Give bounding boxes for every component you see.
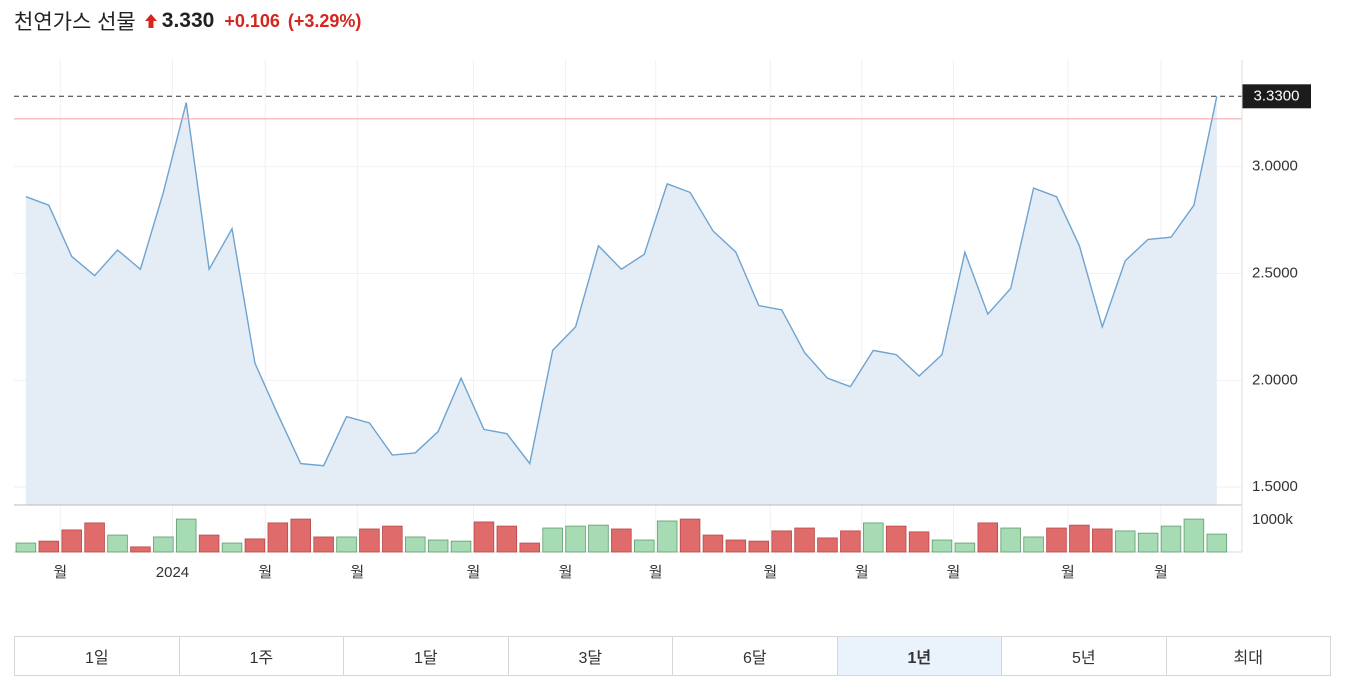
volume-bar xyxy=(977,522,999,553)
volume-bar xyxy=(954,542,976,553)
volume-bar xyxy=(404,536,426,553)
last-value-box xyxy=(1242,84,1311,109)
volume-bar xyxy=(817,537,838,553)
volume-bar xyxy=(427,539,449,553)
volume-bar xyxy=(313,536,334,553)
volume-bar xyxy=(1160,525,1182,553)
volume-bar xyxy=(267,522,289,553)
x-tick-label: 월 xyxy=(763,564,777,581)
volume-bar xyxy=(588,524,609,553)
volume-bar xyxy=(84,522,105,553)
volume-bar xyxy=(1092,528,1113,553)
x-tick-label: 월 xyxy=(855,564,869,581)
volume-bar xyxy=(634,539,655,553)
price-change: +0.106 xyxy=(224,10,280,31)
volume-bar xyxy=(153,536,174,553)
x-tick-label: 2024 xyxy=(156,564,189,581)
volume-bar xyxy=(15,542,37,553)
volume-bar xyxy=(565,525,586,553)
x-tick-label: 월 xyxy=(258,564,272,581)
period-button[interactable]: 3달 xyxy=(509,637,673,675)
volume-bar xyxy=(542,527,563,553)
volume-bar xyxy=(702,534,724,553)
period-button[interactable]: 1년 xyxy=(837,637,1002,675)
x-tick-label: 월 xyxy=(53,564,67,581)
x-tick-label: 월 xyxy=(947,564,961,581)
volume-bar xyxy=(175,518,197,553)
y-tick-label: 1.5000 xyxy=(1252,478,1298,495)
volume-bar xyxy=(908,531,930,553)
period-button[interactable]: 1달 xyxy=(344,637,509,675)
volume-bar xyxy=(336,536,357,553)
volume-bar xyxy=(519,542,540,553)
volume-bar xyxy=(450,540,472,553)
x-tick-label: 월 xyxy=(1154,564,1168,581)
x-tick-label: 월 xyxy=(559,564,573,581)
volume-bar xyxy=(198,534,220,553)
volume-bar xyxy=(1069,524,1090,553)
volume-bar xyxy=(840,530,861,553)
volume-bar xyxy=(771,530,792,553)
period-selector: 1일 1주 1달 3달 6달 1년 5년 최대 xyxy=(14,636,1331,676)
y-tick-label: 3.0000 xyxy=(1252,158,1298,175)
last-price: 3.330 xyxy=(161,9,215,32)
volume-bar xyxy=(130,546,151,553)
price-change-percent: (+3.29%) xyxy=(287,10,362,31)
volume-bar xyxy=(38,540,60,553)
volume-bar xyxy=(473,521,495,553)
volume-bar xyxy=(1023,536,1044,553)
volume-bar xyxy=(107,534,128,553)
volume-bar xyxy=(290,518,311,553)
volume-bar xyxy=(794,527,815,553)
volume-bar xyxy=(611,528,632,553)
period-button[interactable]: 6달 xyxy=(673,637,838,675)
volume-bar xyxy=(496,525,518,553)
x-tick-label: 월 xyxy=(1061,564,1075,581)
header: 천연가스 선물 3.330 +0.106 (+3.29%) xyxy=(14,6,369,36)
volume-bar xyxy=(1206,533,1228,553)
volume-bar xyxy=(679,518,701,553)
volume-bar xyxy=(1046,527,1067,553)
volume-bar xyxy=(1114,530,1136,553)
volume-tick-label: 1000k xyxy=(1252,511,1293,528)
x-tick-label: 월 xyxy=(649,564,663,581)
price-line xyxy=(25,96,1218,467)
y-tick-label: 2.0000 xyxy=(1252,371,1298,388)
volume-bar xyxy=(885,525,907,553)
volume-bar xyxy=(244,538,266,553)
last-value-label: 3.3300 xyxy=(1254,87,1300,104)
volume-bar xyxy=(1000,527,1021,553)
volume-bar xyxy=(748,540,770,553)
up-arrow xyxy=(144,14,157,28)
volume-bar xyxy=(359,528,380,553)
x-tick-label: 월 xyxy=(467,564,481,581)
volume-bar xyxy=(382,525,403,553)
period-button[interactable]: 5년 xyxy=(1002,637,1167,675)
price-area xyxy=(25,96,1217,505)
volume-bar xyxy=(1183,518,1205,553)
volume-bar xyxy=(221,542,243,553)
period-button[interactable]: 최대 xyxy=(1233,650,1263,667)
period-button[interactable]: 1일 xyxy=(15,637,180,675)
instrument-name: 천연가스 선물 xyxy=(14,11,136,34)
x-tick-label: 월 xyxy=(350,564,364,581)
volume-bar xyxy=(725,539,747,553)
volume-bar xyxy=(1137,532,1159,553)
volume-bar xyxy=(656,520,678,553)
y-tick-label: 2.5000 xyxy=(1252,265,1298,282)
volume-bar xyxy=(863,522,884,553)
volume-bar xyxy=(931,539,953,553)
volume-bar xyxy=(61,529,82,553)
period-button[interactable]: 1주 xyxy=(180,637,344,675)
